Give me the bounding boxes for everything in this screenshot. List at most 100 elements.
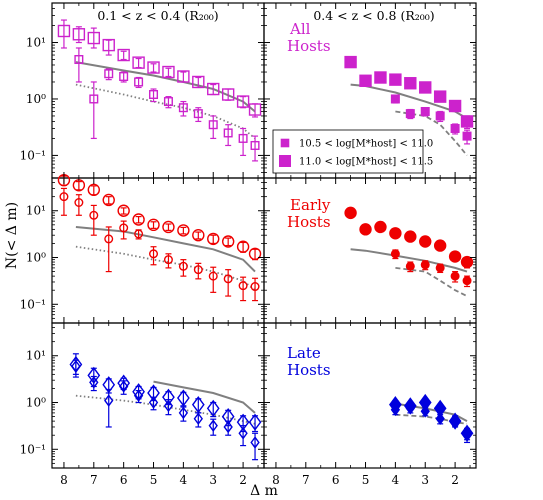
data-point [89,210,99,220]
panel-frame [263,322,477,469]
data-point [420,106,430,116]
data-point [71,359,81,373]
data-point [223,274,233,284]
data-point [435,111,445,121]
data-point [420,404,430,418]
data-point [207,82,220,96]
model-curve-solid [153,380,256,414]
row-label: Late [287,344,321,362]
data-point [238,133,248,143]
x-tick-label: 4 [180,473,188,487]
x-tick-label: 8 [60,473,68,487]
data-point [448,250,462,263]
data-point [72,28,86,41]
data-point [221,235,235,248]
data-point [193,265,203,275]
data-point [344,206,357,220]
data-point [133,389,144,402]
data-point [405,402,415,415]
data-point [389,227,402,240]
data-point [177,70,190,83]
data-point [390,249,400,259]
data-point [419,81,432,94]
data-point [359,74,372,87]
data-point [87,183,101,197]
data-point [147,218,160,232]
data-point [208,419,218,432]
data-point [206,399,220,417]
data-point [162,220,175,234]
data-point [162,65,175,79]
data-point [419,235,432,248]
data-point [148,396,159,409]
data-point [147,61,160,74]
data-point [207,232,220,246]
data-point [193,109,203,119]
data-point [450,413,460,427]
x-tick-label: 3 [421,473,429,487]
data-point [236,240,250,253]
row-label: Early [290,196,331,214]
data-point [221,88,235,101]
model-curve-solid [350,248,468,273]
data-point [404,230,417,243]
data-point [433,90,447,103]
data-point [117,48,130,62]
data-point [389,73,402,86]
data-point [450,271,460,281]
data-point [163,399,174,413]
legend-box [272,129,424,174]
data-point [89,376,99,389]
data-point [177,389,190,407]
model-curve-solid [75,61,256,113]
row-label: All [289,20,311,38]
data-point [208,271,218,281]
data-point [134,229,144,239]
data-point [374,71,387,84]
data-point [119,72,129,82]
data-point [57,24,71,38]
data-point [104,234,114,244]
data-point [132,213,145,226]
x-axis-label: Δ m [250,483,278,499]
data-point [435,412,445,426]
data-point [405,261,415,271]
data-point [374,220,387,234]
y-tick-label: 10⁻¹ [20,297,46,311]
data-point [462,131,472,141]
row-label: Hosts [287,213,331,231]
data-point [119,223,129,233]
data-point [344,55,357,69]
data-point [74,55,84,65]
data-point [420,260,430,270]
data-point [104,394,114,407]
data-point [405,109,415,119]
x-tick-label: 6 [332,473,340,487]
data-point [192,228,205,242]
data-point [117,204,130,217]
x-tick-label: 3 [209,473,217,487]
panel-frame [51,177,265,324]
x-tick-label: 7 [302,473,310,487]
data-point [238,426,248,440]
legend-marker [279,155,291,167]
data-point [208,120,218,130]
x-tick-label: 4 [392,473,400,487]
data-point [177,224,190,237]
legend-label: 11.0 < log[M*host] < 11.5 [299,157,433,168]
panel-title: 0.4 < z < 0.8 (R₂₀₀) [313,8,434,23]
data-point [236,95,250,108]
data-point [87,31,101,45]
data-point [223,128,233,138]
data-point [192,75,205,89]
data-point [435,263,445,273]
x-tick-label: 8 [272,473,280,487]
y-axis-label: N(< Δ m) [4,202,20,269]
data-point [191,396,205,414]
data-point [178,261,188,271]
data-point [248,413,262,431]
x-tick-label: 7 [90,473,98,487]
data-point [102,193,115,207]
data-point [250,282,260,292]
y-tick-label: 10⁰ [26,92,46,106]
